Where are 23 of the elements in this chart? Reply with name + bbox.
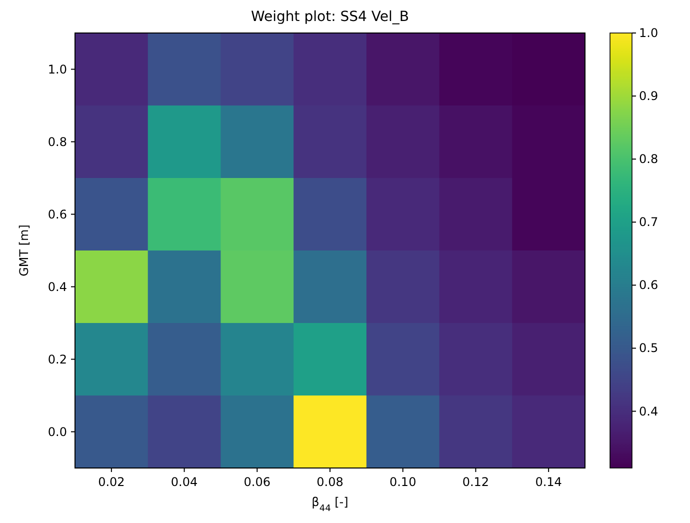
x-tick-label: 0.14 [535, 475, 562, 489]
x-tick-label: 0.12 [462, 475, 490, 489]
color-bar-label: 0.5 [639, 341, 658, 356]
y-tick-label: 0.6 [48, 207, 67, 222]
color-bar-label: 0.8 [639, 152, 658, 166]
chart-title: Weight plot: SS4 Vel_B [251, 9, 409, 25]
color-bar-label: 0.9 [639, 89, 658, 104]
x-tick-label: 0.08 [316, 475, 344, 489]
y-tick-label: 0.4 [48, 280, 67, 294]
color-bar-label: 0.4 [639, 404, 658, 418]
y-tick-label: 1.0 [48, 62, 67, 76]
x-axis-title: β$_{44}$ [-] [312, 495, 348, 514]
x-tick-label: 0.02 [98, 475, 125, 489]
x-tick-label: 0.10 [390, 475, 416, 489]
x-tick-label: 0.06 [244, 475, 270, 489]
y-tick-label: 0.2 [48, 352, 67, 366]
y-axis-title: GMT [m] [17, 224, 31, 276]
color-bar-label: 0.7 [639, 215, 658, 230]
color-bar-label: 0.6 [639, 278, 658, 292]
y-tick-label: 0.8 [48, 134, 67, 149]
color-bar-label: 1.0 [639, 26, 658, 40]
x-tick-label: 0.04 [170, 475, 198, 489]
y-tick-label: 0.0 [48, 424, 67, 439]
